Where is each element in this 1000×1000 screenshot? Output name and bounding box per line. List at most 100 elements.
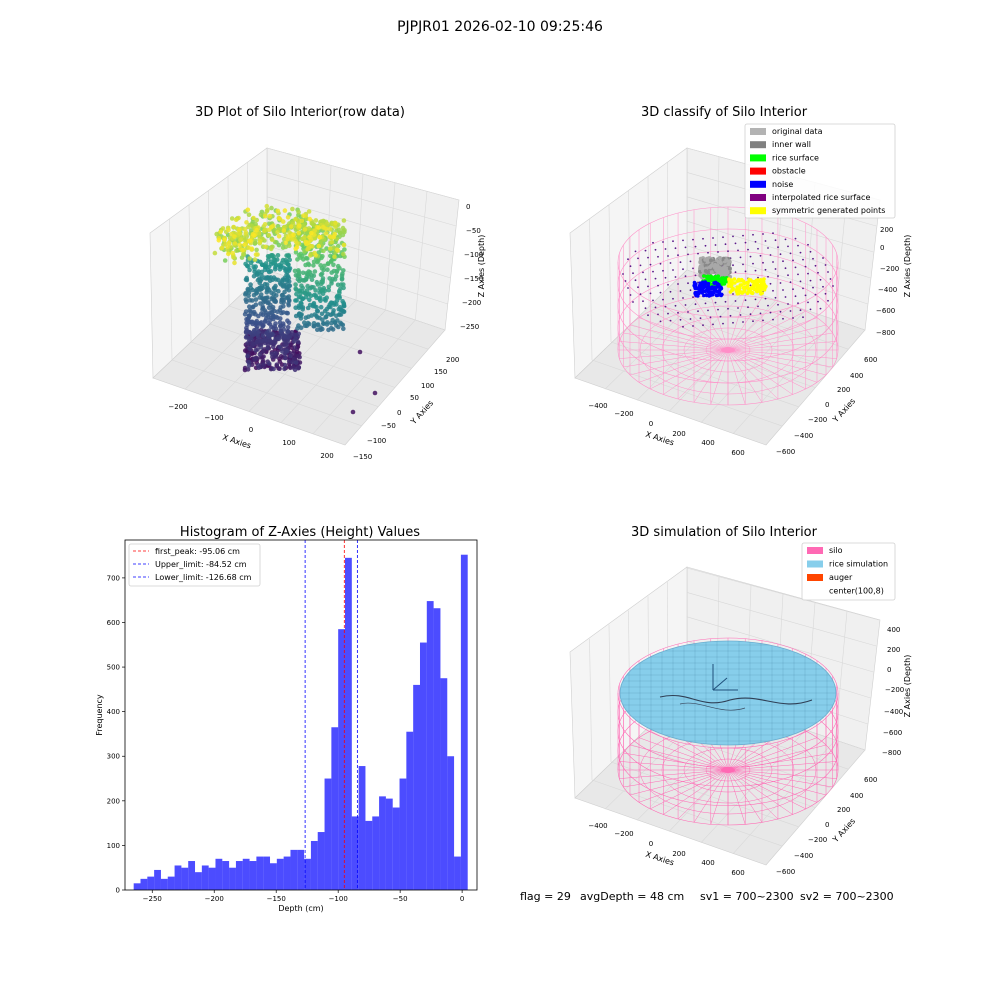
noise-point bbox=[702, 293, 706, 298]
silo-spoke bbox=[619, 341, 729, 351]
original-point bbox=[718, 256, 722, 261]
original-point bbox=[724, 258, 729, 263]
histogram-ytick-label: 500 bbox=[107, 664, 120, 672]
pane-gridline bbox=[608, 204, 612, 343]
scatter-point bbox=[262, 337, 268, 342]
scatter-point bbox=[294, 298, 299, 303]
panel4-z-ticks: 400 200 0 −200 −400 −600 −800 bbox=[882, 626, 904, 757]
histogram-bar bbox=[385, 798, 393, 890]
interpolated-point bbox=[794, 266, 797, 269]
panel-raw-data: 3D Plot of Silo Interior(row data) −200 … bbox=[149, 105, 486, 461]
scatter-point bbox=[340, 299, 345, 304]
rice-surface-point bbox=[722, 280, 726, 285]
scatter-point bbox=[297, 223, 302, 228]
symmetric-point bbox=[736, 288, 740, 292]
interpolated-point bbox=[767, 304, 769, 307]
scatter-point bbox=[307, 234, 312, 240]
scatter-point bbox=[262, 281, 268, 287]
scatter-point bbox=[248, 282, 253, 287]
auger-arm bbox=[712, 677, 728, 691]
silo-spoke bbox=[727, 341, 837, 351]
scatter-point bbox=[328, 246, 333, 251]
interpolated-point bbox=[642, 300, 644, 303]
pane-gridline bbox=[732, 319, 836, 435]
symmetric-point bbox=[756, 287, 761, 291]
rice-surface-point bbox=[724, 276, 729, 281]
scatter-point bbox=[284, 348, 290, 354]
panel1-y-ticks: −150 −100 −50 0 50 100 150 200 bbox=[353, 356, 459, 461]
interpolated-point bbox=[819, 278, 822, 281]
scatter-point bbox=[288, 353, 293, 359]
silo-spoke bbox=[623, 349, 729, 368]
scatter-point bbox=[245, 353, 250, 359]
scatter-point bbox=[296, 323, 301, 328]
scatter-point bbox=[325, 320, 330, 325]
symmetric-point bbox=[749, 290, 754, 295]
scatter-point bbox=[255, 363, 261, 368]
scatter-point bbox=[341, 242, 347, 248]
histogram-bar bbox=[147, 876, 155, 890]
histogram-bar bbox=[379, 796, 386, 890]
scatter-point bbox=[292, 268, 298, 274]
scatter-point bbox=[298, 300, 304, 306]
scatter-point bbox=[253, 297, 259, 302]
scatter-point bbox=[296, 331, 302, 337]
histogram-bar bbox=[167, 876, 175, 890]
silo-bottom-center bbox=[721, 347, 735, 353]
scatter-point bbox=[229, 216, 235, 221]
silo-wire-spoke bbox=[727, 769, 793, 815]
interpolated-point bbox=[747, 248, 749, 251]
panel4-xtick: 0 bbox=[649, 840, 653, 848]
scatter-point bbox=[226, 251, 231, 257]
scatter-point bbox=[303, 239, 309, 245]
histogram-bar bbox=[365, 820, 373, 890]
pane-gridline bbox=[647, 176, 650, 307]
interpolated-point bbox=[824, 264, 827, 266]
noise-point bbox=[692, 280, 697, 285]
interpolated-point bbox=[779, 282, 782, 284]
scatter-point bbox=[226, 240, 232, 246]
scatter-point bbox=[243, 309, 249, 314]
interpolated-point bbox=[679, 318, 682, 321]
scatter-point bbox=[288, 342, 294, 348]
histogram-bar bbox=[208, 867, 216, 890]
panel2-ytick: −400 bbox=[794, 432, 813, 440]
scatter-point bbox=[290, 360, 296, 365]
panel2-xlabel: X Axies bbox=[644, 430, 675, 448]
silo-wire-spoke bbox=[677, 769, 729, 820]
interpolated-point bbox=[789, 310, 792, 312]
interpolated-point bbox=[652, 299, 654, 302]
legend-swatch bbox=[750, 154, 766, 162]
panel2-ztick: −400 bbox=[878, 286, 897, 294]
legend-label: noise bbox=[772, 180, 793, 189]
scatter-point bbox=[251, 215, 256, 221]
scatter-point bbox=[230, 250, 235, 256]
scatter-point bbox=[306, 291, 312, 297]
scatter-point bbox=[229, 231, 234, 237]
scatter-point bbox=[291, 232, 296, 237]
legend-label: auger bbox=[829, 573, 853, 582]
scatter-point bbox=[269, 205, 274, 211]
scatter-point bbox=[329, 239, 335, 245]
pane-gridline bbox=[589, 218, 593, 361]
interpolated-point bbox=[649, 263, 652, 266]
interpolated-point bbox=[814, 293, 817, 296]
silo-spoke bbox=[693, 349, 729, 403]
interpolated-point bbox=[664, 276, 667, 279]
scatter-point bbox=[307, 216, 313, 222]
panel4-ytick: 200 bbox=[837, 806, 850, 814]
interpolated-point bbox=[629, 294, 632, 296]
scatter-point bbox=[280, 349, 285, 354]
interpolated-point bbox=[802, 258, 804, 261]
interpolated-point bbox=[724, 243, 727, 246]
scatter-point bbox=[254, 247, 259, 253]
interpolated-point bbox=[679, 290, 682, 292]
symmetric-point bbox=[748, 278, 752, 283]
histogram-bar bbox=[188, 861, 196, 890]
silo-floor-ring bbox=[705, 338, 751, 362]
silo-spoke bbox=[727, 324, 827, 351]
interpolated-point bbox=[714, 301, 717, 304]
scatter-point bbox=[298, 251, 304, 257]
interpolated-point bbox=[717, 308, 719, 311]
